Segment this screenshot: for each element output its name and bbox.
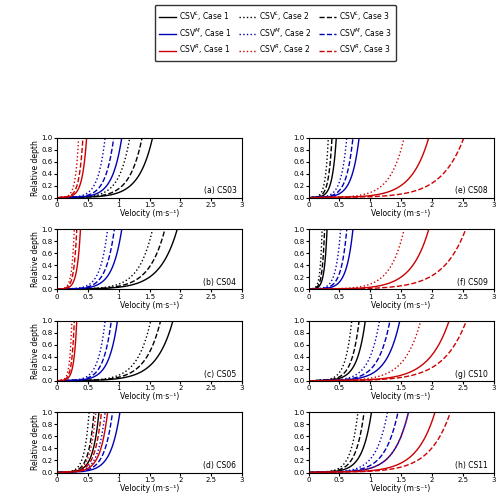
Text: (c) CS05: (c) CS05 (204, 370, 237, 378)
X-axis label: Velocity (m·s⁻¹): Velocity (m·s⁻¹) (120, 392, 179, 402)
X-axis label: Velocity (m·s⁻¹): Velocity (m·s⁻¹) (372, 392, 431, 402)
X-axis label: Velocity (m·s⁻¹): Velocity (m·s⁻¹) (372, 484, 431, 493)
Y-axis label: Relative depth: Relative depth (31, 140, 40, 196)
X-axis label: Velocity (m·s⁻¹): Velocity (m·s⁻¹) (120, 484, 179, 493)
Text: (g) CS10: (g) CS10 (455, 370, 488, 378)
X-axis label: Velocity (m·s⁻¹): Velocity (m·s⁻¹) (120, 210, 179, 218)
Text: (d) CS06: (d) CS06 (203, 461, 237, 470)
Y-axis label: Relative depth: Relative depth (31, 323, 40, 378)
X-axis label: Velocity (m·s⁻¹): Velocity (m·s⁻¹) (372, 301, 431, 310)
Text: (f) CS09: (f) CS09 (457, 278, 488, 287)
Y-axis label: Relative depth: Relative depth (31, 414, 40, 470)
Text: (e) CS08: (e) CS08 (455, 186, 488, 196)
Y-axis label: Relative depth: Relative depth (31, 232, 40, 287)
Text: (a) CS03: (a) CS03 (203, 186, 237, 196)
X-axis label: Velocity (m·s⁻¹): Velocity (m·s⁻¹) (372, 210, 431, 218)
Legend: CSV$^L$, Case 1, CSV$^M$, Case 1, CSV$^R$, Case 1, CSV$^L$, Case 2, CSV$^M$, Cas: CSV$^L$, Case 1, CSV$^M$, Case 1, CSV$^R… (155, 5, 396, 61)
Text: (h) CS11: (h) CS11 (455, 461, 488, 470)
Text: (b) CS04: (b) CS04 (203, 278, 237, 287)
X-axis label: Velocity (m·s⁻¹): Velocity (m·s⁻¹) (120, 301, 179, 310)
